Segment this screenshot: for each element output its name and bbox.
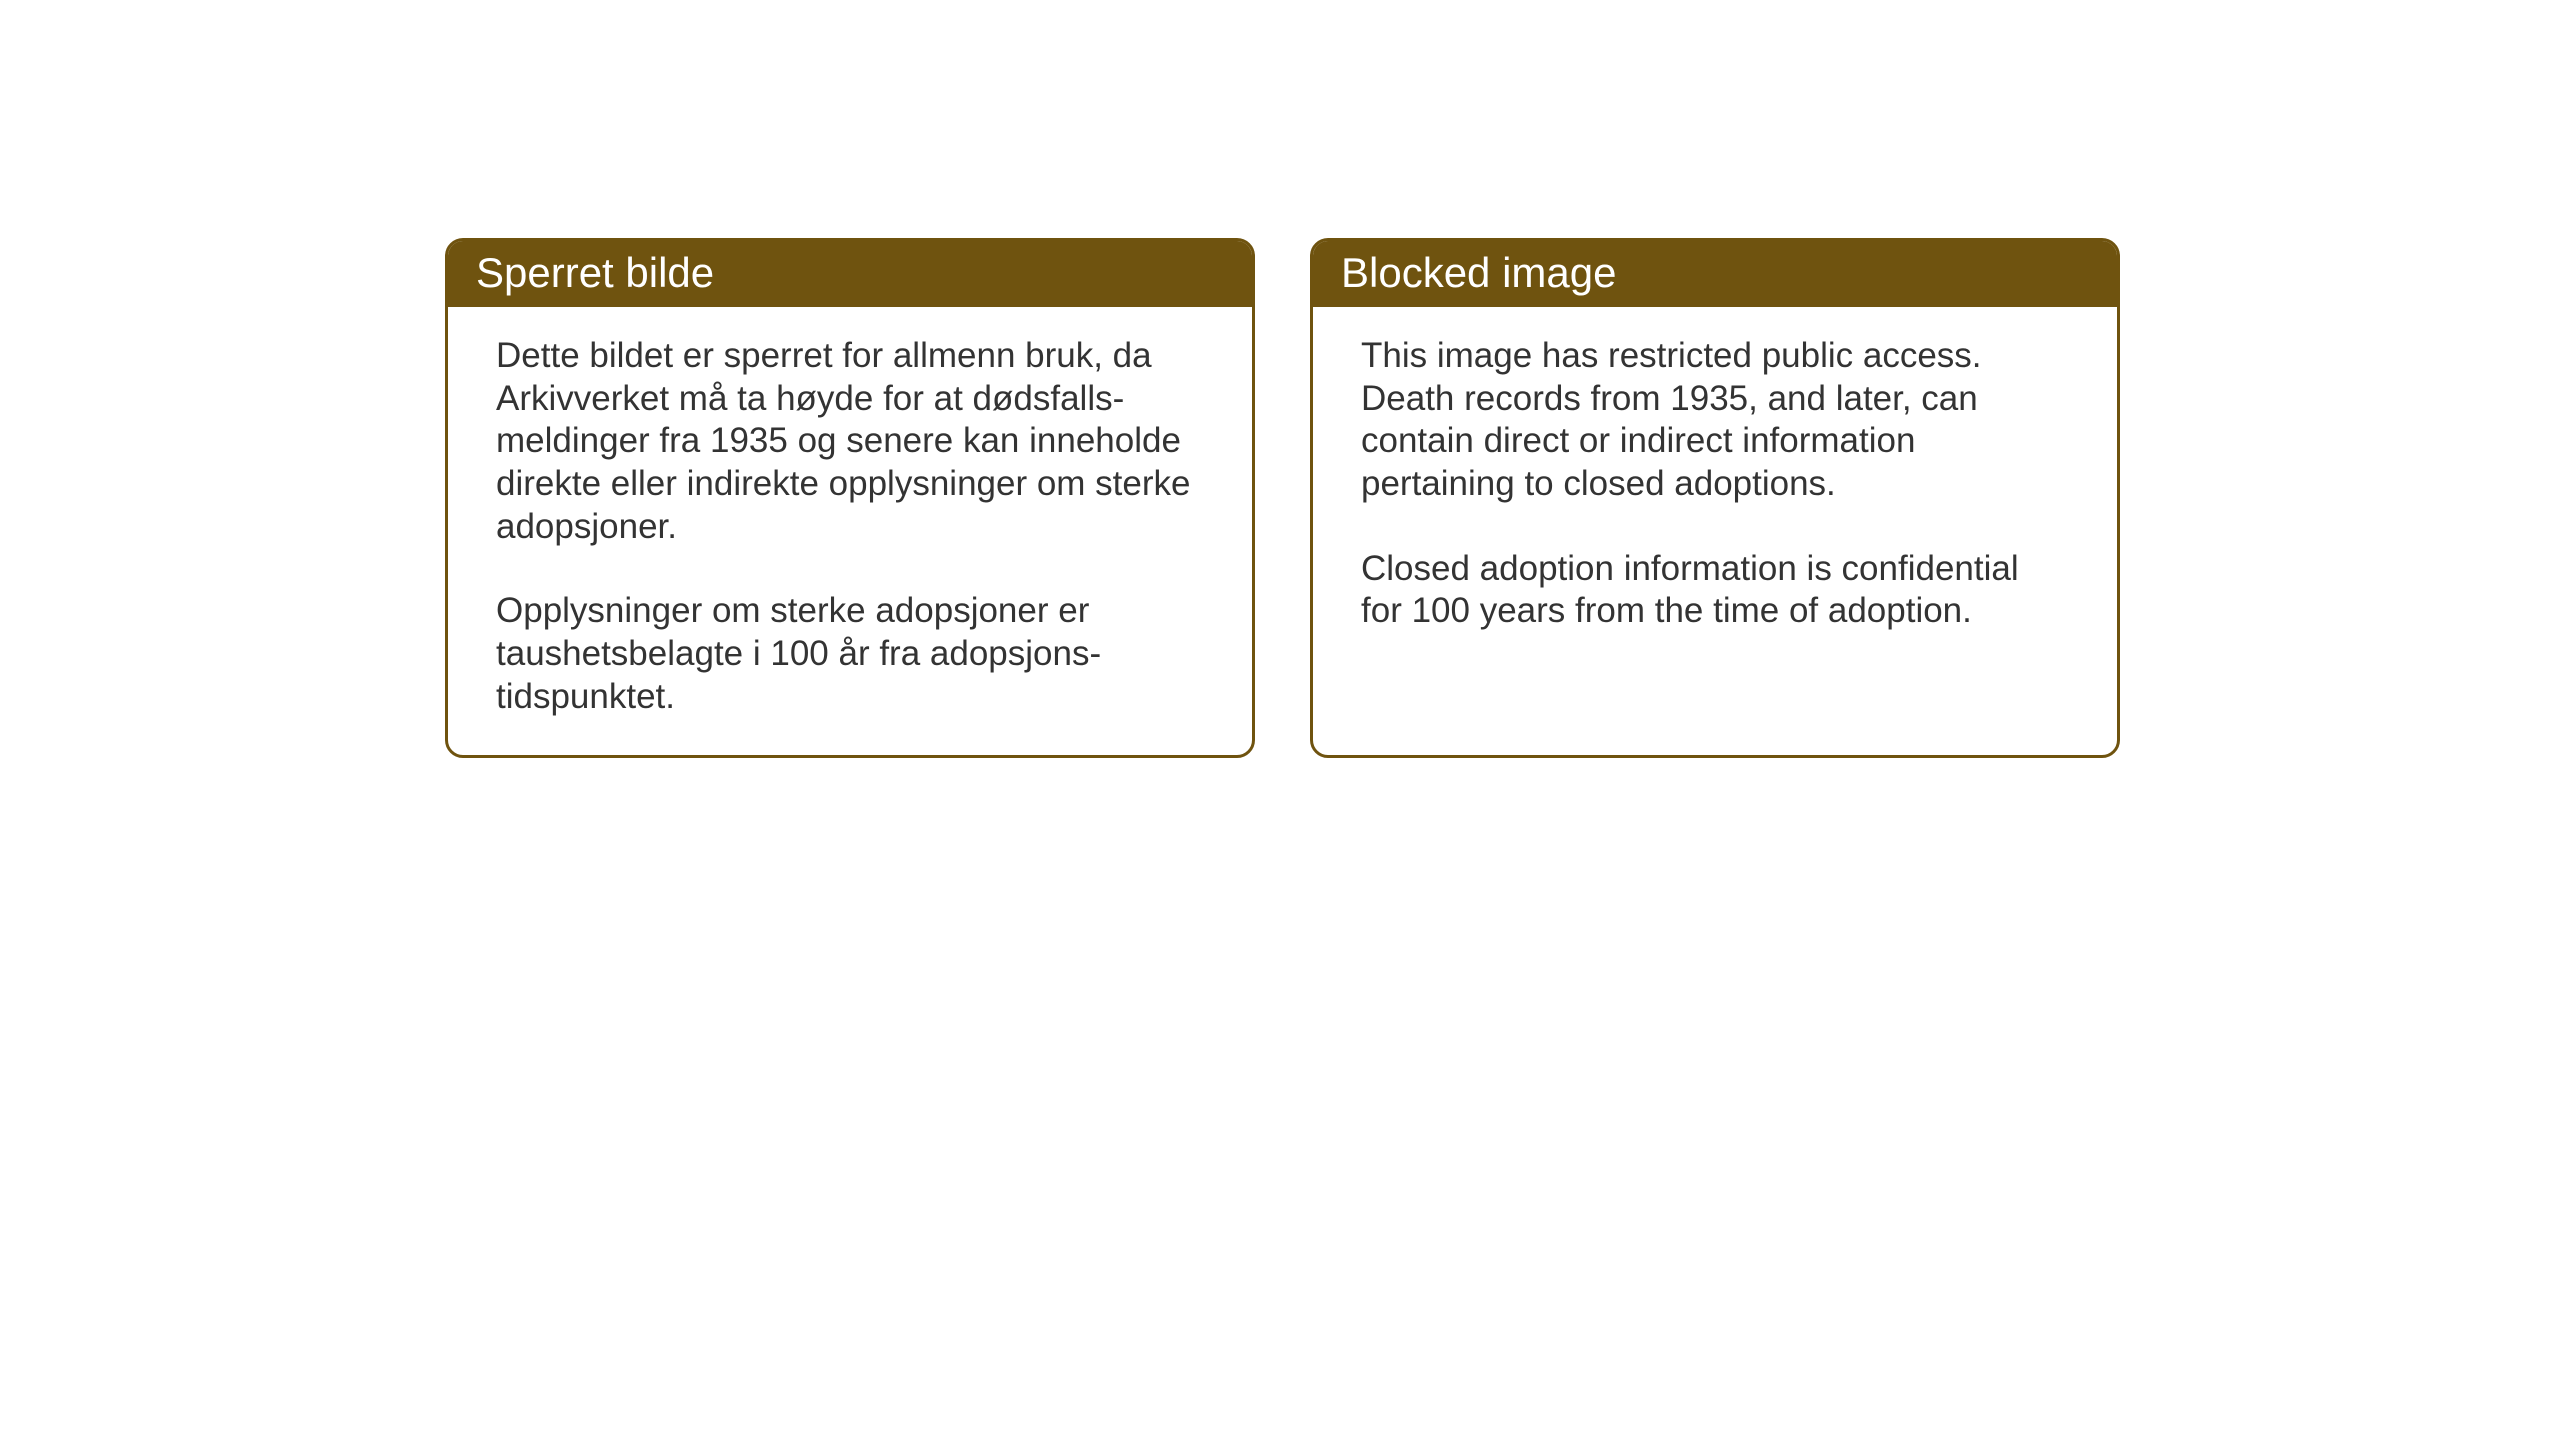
card-body-english: This image has restricted public access.… <box>1313 307 2117 669</box>
card-title-english: Blocked image <box>1341 249 1616 296</box>
notice-card-norwegian: Sperret bilde Dette bildet er sperret fo… <box>445 238 1255 758</box>
card-paragraph-1-english: This image has restricted public access.… <box>1361 335 2069 506</box>
card-header-english: Blocked image <box>1313 241 2117 307</box>
notice-container: Sperret bilde Dette bildet er sperret fo… <box>445 238 2120 758</box>
notice-card-english: Blocked image This image has restricted … <box>1310 238 2120 758</box>
card-body-norwegian: Dette bildet er sperret for allmenn bruk… <box>448 307 1252 755</box>
card-paragraph-2-norwegian: Opplysninger om sterke adopsjoner er tau… <box>496 590 1204 718</box>
card-header-norwegian: Sperret bilde <box>448 241 1252 307</box>
card-paragraph-1-norwegian: Dette bildet er sperret for allmenn bruk… <box>496 335 1204 548</box>
card-paragraph-2-english: Closed adoption information is confident… <box>1361 548 2069 633</box>
card-title-norwegian: Sperret bilde <box>476 249 714 296</box>
